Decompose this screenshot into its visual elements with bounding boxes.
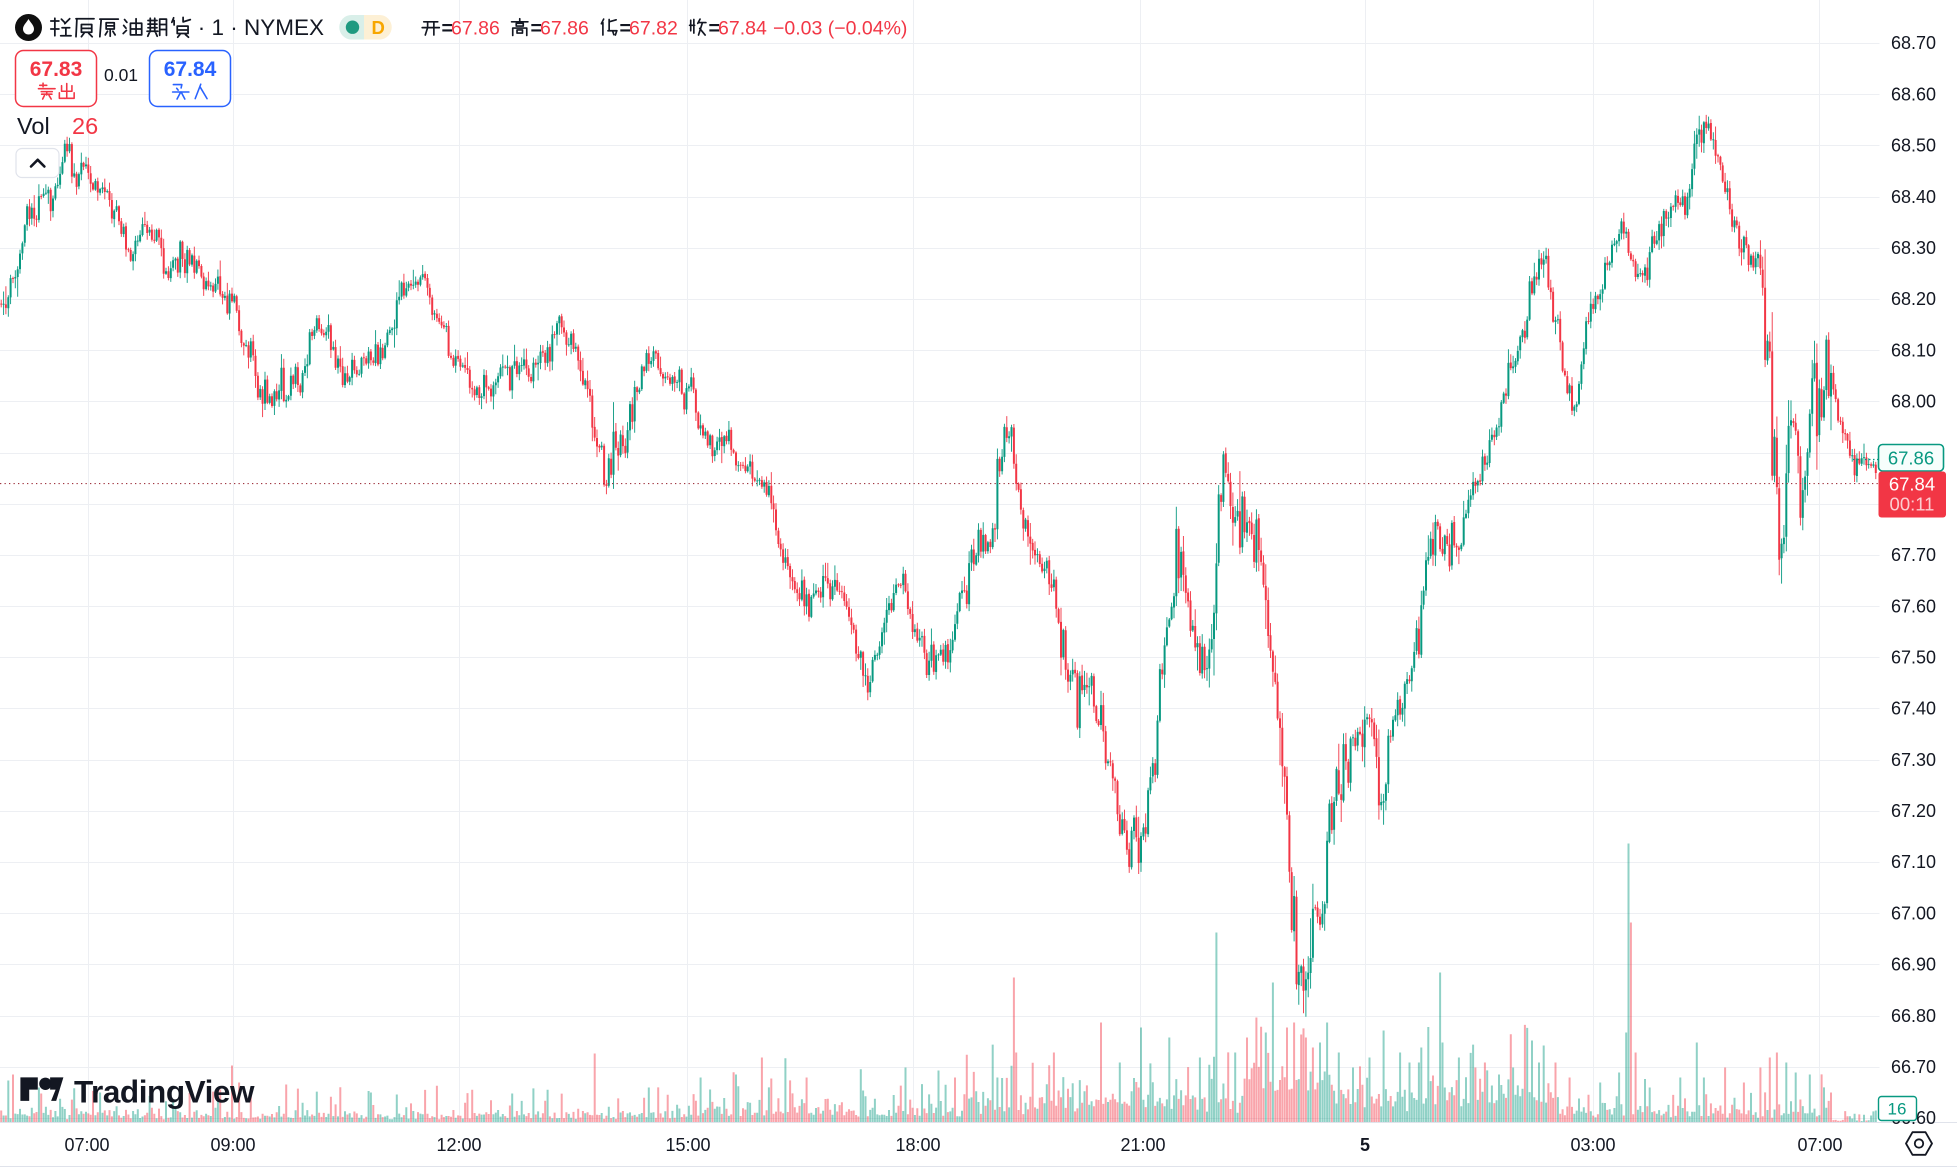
- svg-text:67.20: 67.20: [1891, 801, 1936, 821]
- svg-text:68.60: 68.60: [1891, 84, 1936, 104]
- svg-text:67.84: 67.84: [1889, 474, 1935, 495]
- svg-text:=: =: [442, 18, 453, 40]
- svg-text:66.80: 66.80: [1891, 1006, 1936, 1026]
- svg-text:07:00: 07:00: [64, 1135, 109, 1155]
- svg-text:67.40: 67.40: [1891, 699, 1936, 719]
- svg-text:66.70: 66.70: [1891, 1057, 1936, 1077]
- svg-text:67.50: 67.50: [1891, 648, 1936, 668]
- svg-text:18:00: 18:00: [895, 1135, 940, 1155]
- svg-text:=: =: [709, 18, 720, 40]
- svg-text:0.01: 0.01: [104, 65, 138, 85]
- svg-text:67.84: 67.84: [164, 58, 217, 81]
- svg-text:67.70: 67.70: [1891, 545, 1936, 565]
- svg-text:68.40: 68.40: [1891, 187, 1936, 207]
- svg-text:· 1 · NYMEX: · 1 · NYMEX: [198, 15, 324, 40]
- svg-text:67.86: 67.86: [1888, 447, 1934, 468]
- svg-text:67.10: 67.10: [1891, 852, 1936, 872]
- svg-text:68.70: 68.70: [1891, 33, 1936, 53]
- svg-text:67.84: 67.84: [718, 18, 767, 40]
- svg-text:68.00: 68.00: [1891, 392, 1936, 412]
- svg-text:67.30: 67.30: [1891, 750, 1936, 770]
- svg-text:68.30: 68.30: [1891, 238, 1936, 258]
- svg-text:16: 16: [1888, 1100, 1907, 1119]
- svg-text:67.83: 67.83: [30, 58, 83, 81]
- svg-text:67.60: 67.60: [1891, 596, 1936, 616]
- svg-text:66.90: 66.90: [1891, 955, 1936, 975]
- svg-text:67.82: 67.82: [629, 18, 678, 40]
- svg-text:00:11: 00:11: [1890, 494, 1935, 515]
- svg-text:15:00: 15:00: [665, 1135, 710, 1155]
- svg-text:12:00: 12:00: [436, 1135, 481, 1155]
- svg-text:21:00: 21:00: [1120, 1135, 1165, 1155]
- svg-text:Vol: Vol: [17, 113, 50, 139]
- svg-text:03:00: 03:00: [1570, 1135, 1615, 1155]
- svg-text:−0.03 (−0.04%): −0.03 (−0.04%): [773, 18, 907, 40]
- svg-text:67.00: 67.00: [1891, 903, 1936, 923]
- svg-text:TradingView: TradingView: [74, 1074, 255, 1110]
- svg-text:68.20: 68.20: [1891, 289, 1936, 309]
- svg-text:07:00: 07:00: [1797, 1135, 1842, 1155]
- svg-text:67.86: 67.86: [540, 18, 589, 40]
- svg-text:68.10: 68.10: [1891, 340, 1936, 360]
- svg-text:5: 5: [1360, 1135, 1370, 1155]
- svg-text:D: D: [372, 17, 385, 38]
- svg-text:67.86: 67.86: [451, 18, 500, 40]
- svg-text:09:00: 09:00: [210, 1135, 255, 1155]
- svg-text:26: 26: [72, 113, 98, 139]
- svg-text:=: =: [531, 18, 542, 40]
- svg-text:=: =: [620, 18, 631, 40]
- svg-text:68.50: 68.50: [1891, 136, 1936, 156]
